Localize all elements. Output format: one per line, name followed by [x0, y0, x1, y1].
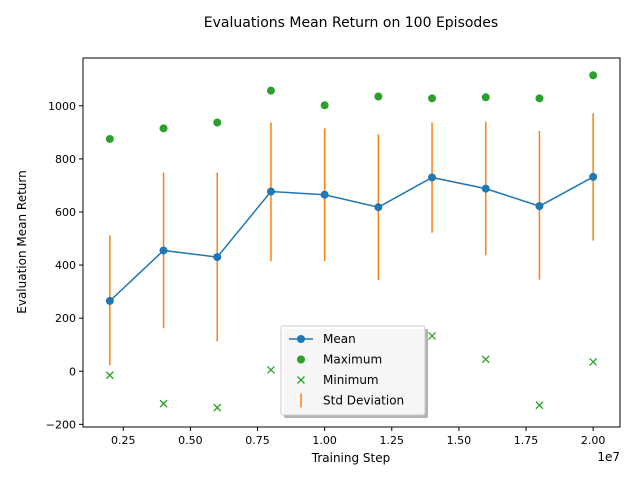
legend-handle	[297, 355, 305, 364]
y-tick-label: 1000	[48, 100, 76, 113]
legend-handle	[297, 376, 305, 384]
y-tick-label: 800	[55, 153, 76, 166]
axes-frame	[82, 57, 621, 428]
legend-box	[280, 325, 426, 416]
x-tick-label: 1.25	[380, 434, 405, 447]
maximum-point	[213, 118, 222, 127]
x-tick-label: 1.75	[514, 434, 539, 447]
maximum-point	[481, 93, 490, 102]
mean-point	[535, 202, 544, 211]
x-tick-label: 1.50	[447, 434, 472, 447]
mean-point	[589, 172, 598, 181]
maximum-point	[428, 94, 437, 103]
y-axis-ticks: −200 0 200 400 600 800 1000	[46, 100, 83, 431]
legend-entry: Maximum	[297, 353, 382, 367]
minimum-point	[105, 371, 114, 380]
legend-label: Minimum	[323, 373, 379, 387]
y-tick-label: −200	[46, 418, 76, 431]
maximum-point	[266, 86, 275, 95]
x-tick-label: 2.00	[581, 434, 606, 447]
y-tick-label: 0	[69, 365, 76, 378]
mean-point	[105, 296, 114, 305]
mean-point	[428, 173, 437, 182]
mean-point	[213, 253, 222, 262]
chart-title: Evaluations Mean Return on 100 Episodes	[204, 15, 498, 31]
mean-point	[159, 246, 168, 255]
minimum-point	[266, 365, 275, 374]
legend-handle	[297, 335, 305, 343]
minimum-point	[428, 331, 437, 340]
maximum-point	[374, 92, 383, 101]
legend: Mean Maximum Minimum Std Deviation	[280, 325, 428, 418]
maximum-point	[589, 71, 598, 80]
mean-line	[109, 176, 594, 302]
maximum-point	[105, 134, 114, 143]
mean-point	[374, 203, 383, 212]
legend-label: Maximum	[323, 353, 382, 367]
legend-label: Std Deviation	[323, 394, 404, 408]
maximum-point	[320, 101, 329, 110]
x-tick-label: 1.00	[312, 434, 337, 447]
mean-point	[266, 187, 275, 196]
minimum-point	[535, 401, 544, 410]
y-axis-label: Evaluation Mean Return	[15, 170, 29, 313]
x-tick-label: 0.75	[245, 434, 270, 447]
x-axis-offset-label: 1e7	[597, 450, 620, 464]
x-tick-label: 0.50	[178, 434, 203, 447]
maximum-point	[535, 94, 544, 103]
minimum-point	[213, 403, 222, 412]
maximum-point	[159, 124, 168, 133]
minimum-point	[159, 399, 168, 408]
y-tick-label: 400	[55, 259, 76, 272]
mean-point	[320, 190, 329, 199]
y-tick-label: 200	[55, 312, 76, 325]
x-axis-ticks: 0.25 0.50 0.75 1.00 1.25 1.50 1.75 2.00	[111, 427, 605, 447]
minimum-point	[589, 358, 598, 366]
legend-entry: Mean	[289, 332, 356, 346]
x-axis-label: Training Step	[311, 451, 391, 465]
minimum-point	[481, 355, 490, 364]
plot-area	[105, 71, 598, 412]
x-tick-label: 0.25	[111, 434, 136, 447]
y-tick-label: 600	[55, 206, 76, 219]
mean-point	[481, 184, 490, 193]
legend-entry: Std Deviation	[300, 393, 404, 408]
legend-entry: Minimum	[297, 373, 379, 387]
legend-label: Mean	[323, 332, 356, 346]
